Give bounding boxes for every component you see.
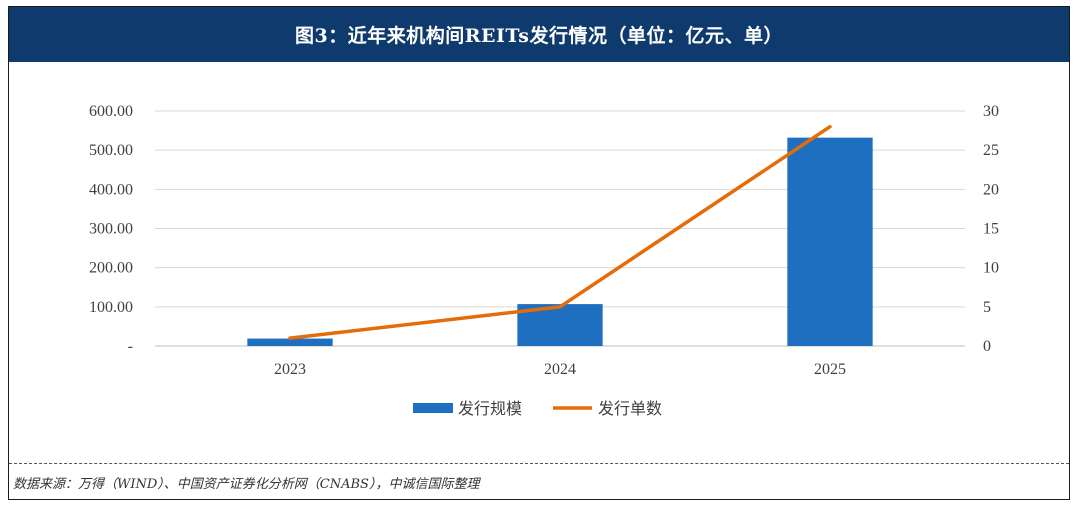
x-axis: 2023 2024 2025 (274, 361, 846, 378)
left-tick-label: 200.00 (89, 260, 133, 277)
left-tick-label: 100.00 (89, 299, 133, 316)
bar (247, 338, 333, 346)
chart-title-bar: 图3：近年来机构间REITs发行情况（单位：亿元、单） (9, 7, 1069, 62)
left-axis: - 100.00 200.00 300.00 400.00 500.00 600.00 (89, 103, 133, 355)
chart-title: 图3：近年来机构间REITs发行情况（单位：亿元、单） (295, 25, 783, 47)
left-tick-label: - (128, 338, 133, 355)
right-tick-label: 25 (983, 142, 999, 159)
legend-label-line: 发行单数 (598, 399, 662, 418)
legend-swatch-bar (413, 403, 453, 413)
bar (787, 137, 873, 346)
line-series (288, 124, 832, 340)
right-tick-label: 15 (983, 221, 999, 238)
source-note: 数据来源：万得（WIND）、中国资产证券化分析网（CNABS），中诚信国际整理 (13, 477, 480, 492)
right-tick-label: 20 (983, 181, 999, 198)
left-tick-label: 600.00 (89, 103, 133, 120)
right-axis: 0 5 10 15 20 25 30 (983, 103, 999, 355)
right-tick-label: 0 (983, 338, 991, 355)
footer-divider (9, 463, 1069, 464)
right-tick-label: 5 (983, 299, 991, 316)
chart-frame: 图3：近年来机构间REITs发行情况（单位：亿元、单） 数据来源：万得（WIND… (8, 6, 1070, 500)
right-tick-label: 30 (983, 103, 999, 120)
left-tick-label: 500.00 (89, 142, 133, 159)
x-tick-label: 2023 (274, 361, 306, 378)
legend: 发行规模 发行单数 (413, 399, 662, 418)
bar-series (247, 137, 873, 346)
left-tick-label: 300.00 (89, 221, 133, 238)
right-tick-label: 10 (983, 260, 999, 277)
left-tick-label: 400.00 (89, 181, 133, 198)
x-tick-label: 2025 (814, 361, 846, 378)
x-tick-label: 2024 (544, 361, 576, 378)
legend-label-bar: 发行规模 (458, 399, 522, 418)
